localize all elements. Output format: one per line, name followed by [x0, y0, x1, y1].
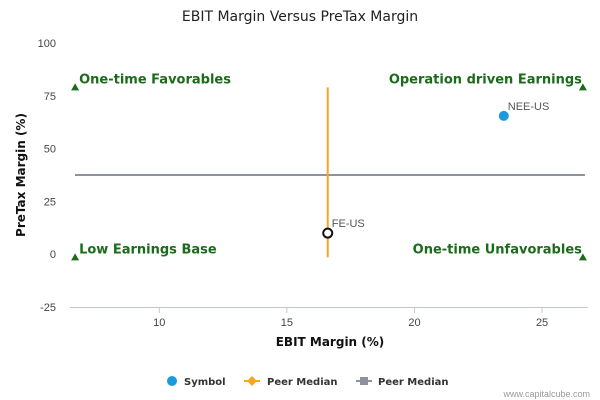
legend-label-symbol: Symbol: [184, 377, 226, 388]
y-tick-label: 0: [50, 249, 56, 261]
x-tick-label: 20: [408, 317, 420, 329]
legend-label-peer-median-2: Peer Median: [378, 377, 449, 388]
x-axis-title: EBIT Margin (%): [276, 335, 385, 349]
y-tick-label: 100: [38, 38, 56, 50]
legend-item-symbol[interactable]: Symbol: [167, 376, 226, 388]
data-point[interactable]: [498, 110, 509, 121]
legend-diamond-icon: [247, 376, 257, 386]
y-axis-title: PreTax Margin (%): [14, 113, 28, 237]
quadrant-label: One-time Unfavorables: [413, 242, 582, 257]
y-tick-label: 25: [44, 196, 56, 208]
data-points: NEE-US FE-US: [322, 101, 550, 239]
data-point-label: NEE-US: [508, 101, 550, 113]
y-axis-ticks: 100 75 50 25 0 -25: [38, 38, 56, 314]
x-tick-label: 15: [281, 317, 293, 329]
y-tick-label: -25: [40, 302, 56, 314]
data-point-label: FE-US: [332, 218, 365, 230]
x-tick-label: 25: [536, 317, 548, 329]
quadrant-label: Operation driven Earnings: [389, 72, 582, 87]
triangle-marker-icon: [578, 253, 587, 261]
chart-title: EBIT Margin Versus PreTax Margin: [182, 9, 418, 25]
legend-label-peer-median-1: Peer Median: [267, 377, 338, 388]
quadrant-label: Low Earnings Base: [79, 242, 217, 257]
y-tick-label: 75: [44, 91, 56, 103]
credit-text: www.capitalcube.com: [502, 389, 590, 399]
triangle-marker-icon: [71, 253, 80, 261]
legend-item-peer-median-vertical[interactable]: Peer Median: [244, 376, 338, 388]
x-tick-label: 10: [153, 317, 165, 329]
legend: Symbol Peer Median Peer Median: [167, 376, 449, 388]
plot-area: 100 75 50 25 0 -25 10 15 20 25 One-time Favorabl…: [38, 38, 588, 329]
legend-circle-icon: [167, 376, 177, 386]
triangle-marker-icon: [578, 83, 587, 91]
triangle-marker-icon: [71, 83, 80, 91]
legend-square-icon: [360, 377, 368, 385]
data-point[interactable]: [322, 227, 334, 239]
legend-item-peer-median-horizontal[interactable]: Peer Median: [356, 377, 449, 388]
quadrant-label: One-time Favorables: [79, 72, 231, 87]
y-tick-label: 50: [44, 144, 56, 156]
x-axis-ticks: 10 15 20 25: [153, 307, 548, 329]
quadrant-labels: One-time Favorables Operation driven Earn…: [71, 72, 587, 261]
